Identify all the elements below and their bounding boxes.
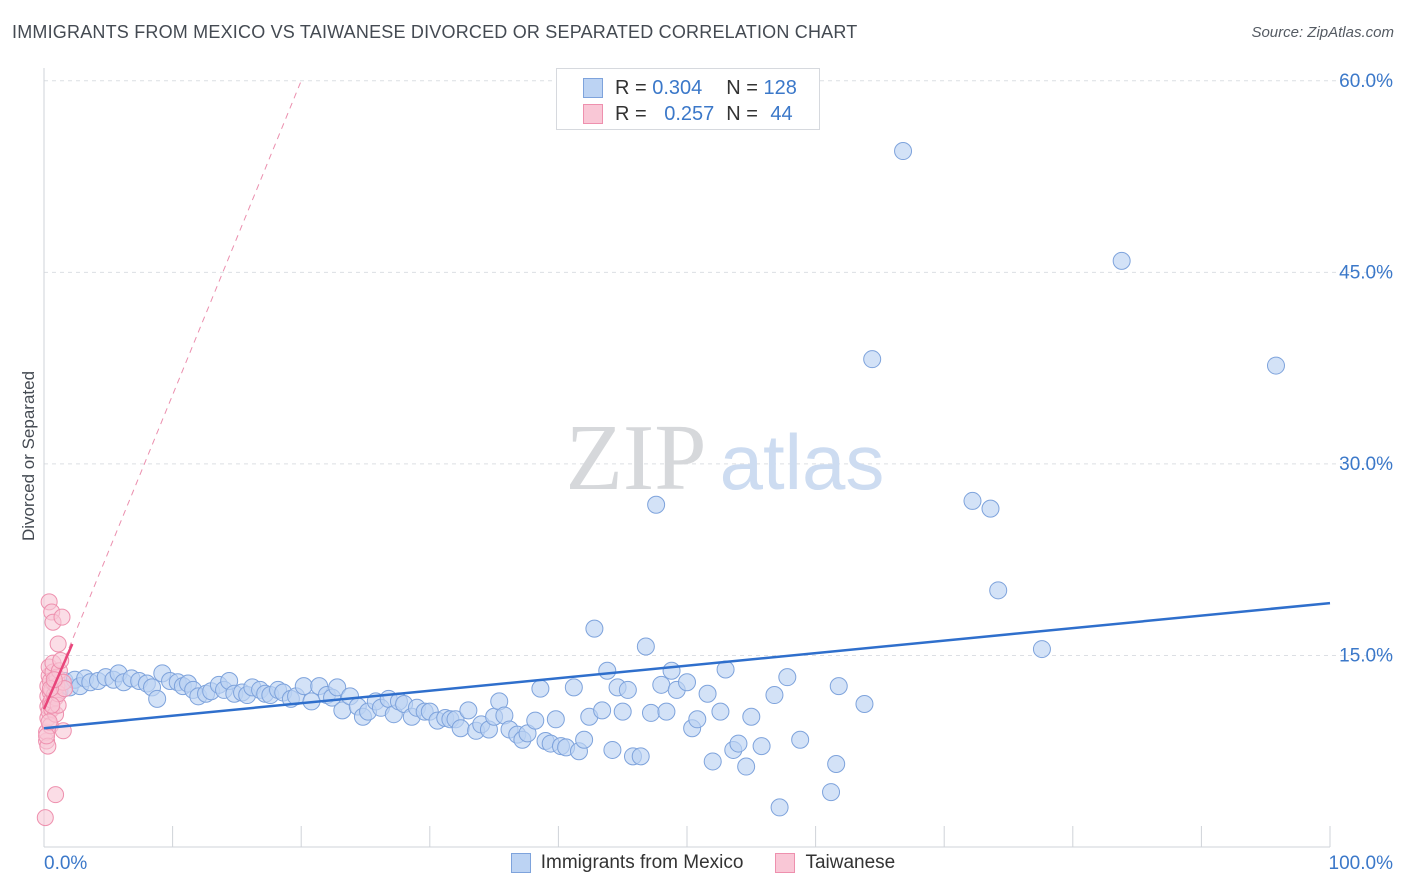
mexico-point-116 xyxy=(752,737,771,756)
mexico-point-132 xyxy=(1266,356,1285,375)
mexico-point-46 xyxy=(328,678,347,697)
mexico-point-97 xyxy=(631,747,650,766)
mexico-point-129 xyxy=(989,581,1008,600)
y-tick-labels: 15.0% 30.0% 45.0% 60.0% xyxy=(1339,71,1393,667)
mexico-point-92 xyxy=(603,740,622,759)
taiwanese-point-39 xyxy=(38,727,56,745)
mexico-point-101 xyxy=(652,675,671,694)
gridlines xyxy=(44,80,1394,656)
mexico-point-121 xyxy=(822,783,841,802)
mexico-point-109 xyxy=(703,752,722,771)
mexico-point-17 xyxy=(148,689,167,708)
mexico-point-67 xyxy=(459,701,478,720)
watermark-zip: ZIP xyxy=(566,406,707,510)
mexico-point-119 xyxy=(778,668,797,687)
mexico-point-127 xyxy=(963,491,982,510)
mexico-point-110 xyxy=(711,702,730,721)
mexico-point-128 xyxy=(981,499,1000,518)
mexico-point-102 xyxy=(657,702,676,721)
legend-swatch-blue xyxy=(510,853,531,873)
mexico-point-126 xyxy=(894,142,913,161)
series-legend: Immigrants from Mexico Taiwanese xyxy=(0,852,1406,874)
mexico-point-100 xyxy=(647,495,666,514)
mexico-point-89 xyxy=(585,619,604,638)
mexico-point-107 xyxy=(688,710,707,729)
mexico-point-125 xyxy=(863,350,882,369)
y-tick-label-0: 15.0% xyxy=(1339,645,1393,666)
legend-label-mexico: Immigrants from Mexico xyxy=(540,852,744,873)
mexico-point-79 xyxy=(531,679,550,698)
y-tick-label-1: 30.0% xyxy=(1339,454,1393,475)
mexico-point-131 xyxy=(1112,251,1131,270)
taiwanese-point-31 xyxy=(53,608,71,626)
taiwanese-point-0 xyxy=(36,809,54,827)
mexico-point-108 xyxy=(698,684,717,703)
mexico-point-115 xyxy=(742,707,761,726)
taiwanese-trend-line xyxy=(42,643,74,710)
n-value: 128 xyxy=(763,76,797,99)
mexico-point-82 xyxy=(546,710,565,729)
n-label: N = xyxy=(726,102,758,125)
mexico-point-114 xyxy=(737,757,756,776)
mexico-point-90 xyxy=(593,701,612,720)
mexico-point-98 xyxy=(636,637,655,656)
chart-title: IMMIGRANTS FROM MEXICO VS TAIWANESE DIVO… xyxy=(12,22,858,42)
mexico-point-120 xyxy=(791,730,810,749)
mexico-point-66 xyxy=(451,719,470,738)
legend-row-mexico: R = 0.304 N = 128 xyxy=(583,75,797,101)
mexico-point-122 xyxy=(827,754,846,773)
taiwanese-points xyxy=(36,593,74,827)
x-tick-label-1: 100.0% xyxy=(1329,853,1394,874)
mexico-trend-line xyxy=(43,601,1331,730)
legend-item-mexico[interactable]: Immigrants from Mexico xyxy=(510,852,744,874)
mexico-point-85 xyxy=(564,678,583,697)
n-value: 44 xyxy=(770,102,793,125)
trend-lines xyxy=(42,601,1331,730)
mexico-point-94 xyxy=(613,702,632,721)
mexico-point-123 xyxy=(829,677,848,696)
mexico-point-95 xyxy=(618,680,637,699)
mexico-point-105 xyxy=(678,673,696,692)
r-label: R = xyxy=(615,102,647,125)
legend-label-taiwanese: Taiwanese xyxy=(805,852,896,873)
legend-row-taiwanese: R = 0.257 N = 44 xyxy=(583,101,800,127)
taiwanese-point-37 xyxy=(47,786,65,804)
watermark-atlas: atlas xyxy=(720,418,885,506)
y-axis-label: Divorced or Separated xyxy=(19,371,38,541)
r-label: R = xyxy=(615,76,647,99)
source-label: Source: ZipAtlas.com xyxy=(1251,24,1394,41)
mexico-point-103 xyxy=(662,661,681,680)
mexico-point-113 xyxy=(729,734,748,753)
taiwanese-point-40 xyxy=(40,713,58,731)
mexico-point-41 xyxy=(294,677,313,696)
mexico-point-78 xyxy=(526,711,545,730)
watermark: ZIP atlas xyxy=(566,406,885,510)
x-tick-label-0: 0.0% xyxy=(44,853,87,874)
mexico-point-99 xyxy=(641,703,660,722)
taiwanese-trend-extended-line xyxy=(43,80,302,710)
n-label: N = xyxy=(726,76,758,99)
mexico-point-124 xyxy=(855,694,874,713)
y-tick-label-3: 60.0% xyxy=(1339,71,1393,92)
y-tick-label-2: 45.0% xyxy=(1339,262,1393,283)
legend-swatch-blue xyxy=(583,78,603,98)
x-tick-labels: 0.0% 100.0% xyxy=(44,853,1393,874)
mexico-point-91 xyxy=(598,661,617,680)
taiwanese-point-32 xyxy=(49,635,67,653)
r-value: 0.304 xyxy=(652,76,703,99)
mexico-point-130 xyxy=(1032,640,1051,659)
correlation-legend: R = 0.304 N = 128 R = 0.257 N = 44 xyxy=(556,68,820,130)
legend-swatch-pink xyxy=(775,853,796,873)
mexico-point-118 xyxy=(770,798,789,817)
legend-swatch-pink xyxy=(583,104,603,124)
mexico-point-87 xyxy=(575,730,594,749)
legend-item-taiwanese[interactable]: Taiwanese xyxy=(775,852,895,874)
r-value: 0.257 xyxy=(664,102,715,125)
taiwanese-trend-extended xyxy=(43,80,302,710)
mexico-point-117 xyxy=(765,686,784,705)
